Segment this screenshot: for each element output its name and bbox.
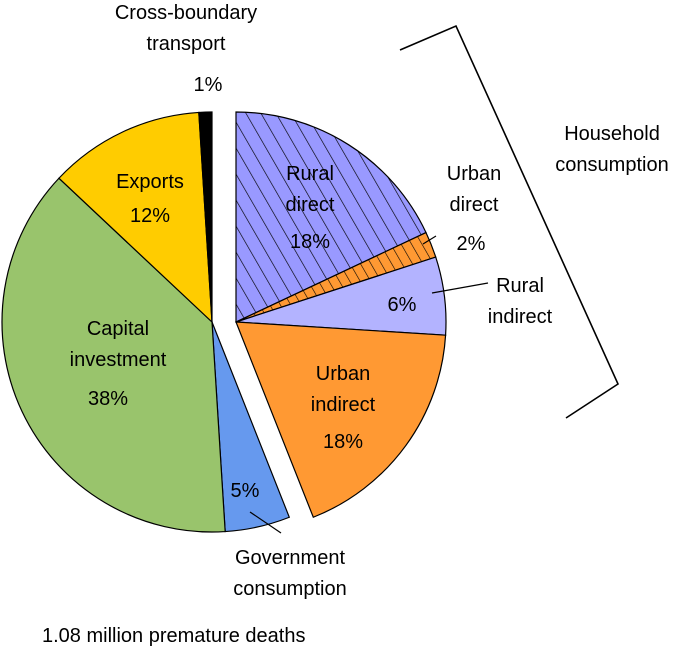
- slice-label-urban-direct-line2: direct: [450, 194, 499, 216]
- slice-labels: Rural direct 18% Urban direct 2% Rural indirect…: [70, 2, 553, 600]
- household-consumption-label-line2: consumption: [555, 154, 668, 176]
- pie-slice-capital-investment: [1, 177, 226, 533]
- slice-label-rural-indirect-line1: Rural: [496, 275, 544, 297]
- slice-label-exports-line1: Exports: [116, 171, 184, 193]
- slice-label-urban-indirect-line1: Urban: [316, 363, 370, 385]
- pie-slice-urban-indirect: [235, 321, 447, 519]
- household-consumption-label-line1: Household: [564, 123, 660, 145]
- slice-label-government-consumption-line2: consumption: [233, 578, 346, 600]
- pie-slice-cross-boundary-transport: [198, 111, 213, 323]
- leader-government: [249, 511, 282, 534]
- leader-lines: [249, 235, 489, 534]
- slice-value-cross-boundary-transport: 1%: [194, 74, 223, 96]
- slice-value-urban-direct: 2%: [457, 233, 486, 255]
- slice-value-rural-direct: 18%: [290, 231, 330, 253]
- chart-caption: 1.08 million premature deaths: [42, 625, 305, 647]
- slice-label-government-consumption-line1: Government: [235, 547, 345, 569]
- slice-label-capital-investment-line1: Capital: [87, 318, 149, 340]
- slice-value-government-consumption: 5%: [231, 480, 260, 502]
- slice-label-urban-indirect-line2: indirect: [311, 394, 376, 416]
- slice-label-cross-boundary-transport-line1: Cross-boundary: [115, 2, 257, 24]
- pie-slice-rural-direct: [235, 111, 427, 323]
- household-bracket: [399, 24, 620, 419]
- slice-label-cross-boundary-transport-line2: transport: [147, 33, 226, 55]
- leader-rural-indirect: [431, 282, 489, 294]
- slice-label-rural-indirect-line2: indirect: [488, 306, 553, 328]
- slice-value-urban-indirect: 18%: [323, 431, 363, 453]
- pie-slice-exports: [58, 111, 213, 324]
- slice-value-exports: 12%: [130, 205, 170, 227]
- slice-label-rural-direct-line1: Rural: [286, 163, 334, 185]
- slice-label-urban-direct-line1: Urban: [447, 163, 501, 185]
- slice-value-rural-indirect: 6%: [388, 294, 417, 316]
- slice-value-capital-investment: 38%: [88, 388, 128, 410]
- slice-label-rural-direct-line2: direct: [286, 194, 335, 216]
- pie-slices: [1, 111, 447, 533]
- slice-label-capital-investment-line2: investment: [70, 349, 167, 371]
- leader-urban-direct: [422, 235, 437, 245]
